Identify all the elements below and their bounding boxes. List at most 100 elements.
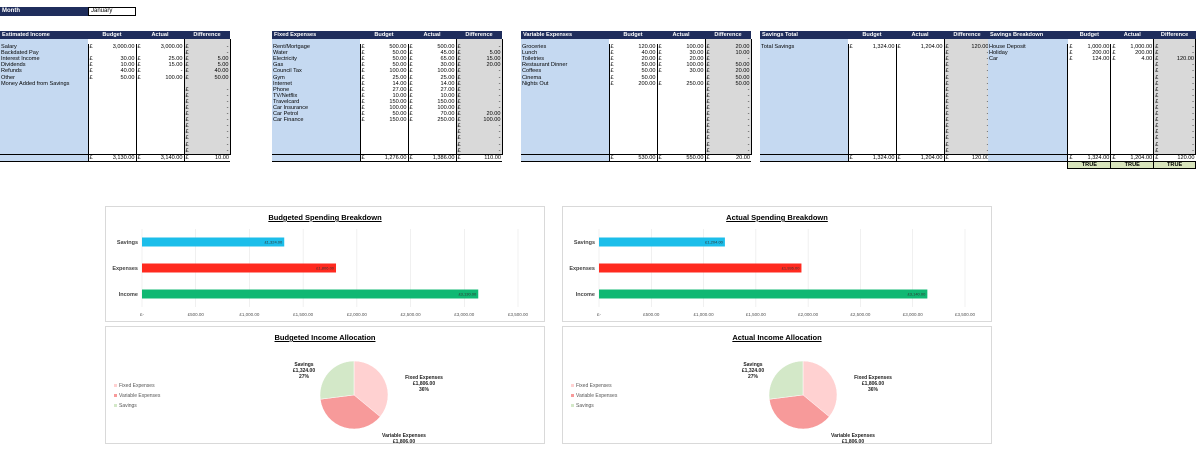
- cell[interactable]: £5.00: [183, 62, 231, 69]
- cell[interactable]: [895, 92, 944, 99]
- cell[interactable]: £-: [183, 129, 231, 136]
- cell[interactable]: £5.00: [455, 50, 503, 57]
- cell[interactable]: [359, 123, 408, 130]
- cell[interactable]: [135, 141, 184, 148]
- cell[interactable]: [608, 98, 657, 105]
- cell[interactable]: [847, 135, 896, 142]
- cell[interactable]: £-: [1153, 80, 1196, 87]
- cell[interactable]: £50.00: [359, 50, 408, 57]
- cell[interactable]: [656, 104, 705, 112]
- row-label[interactable]: Refunds: [0, 68, 88, 75]
- cell[interactable]: £10.00: [359, 92, 408, 99]
- cell[interactable]: [1110, 92, 1154, 99]
- cell[interactable]: [359, 147, 408, 155]
- cell[interactable]: £50.00: [704, 62, 752, 69]
- cell[interactable]: [87, 86, 136, 93]
- cell[interactable]: [895, 129, 944, 136]
- cell[interactable]: £15.00: [135, 62, 184, 69]
- cell[interactable]: £550.00: [656, 153, 705, 162]
- cell[interactable]: £120.00: [1153, 153, 1196, 162]
- cell[interactable]: £20.00: [704, 44, 752, 51]
- cell[interactable]: £-: [1153, 62, 1196, 69]
- row-label[interactable]: [988, 68, 1068, 75]
- cell[interactable]: £100.00: [135, 74, 184, 81]
- row-label[interactable]: Dividends: [0, 62, 88, 69]
- cell[interactable]: [1067, 129, 1111, 136]
- row-label[interactable]: [0, 86, 88, 93]
- cell[interactable]: [359, 135, 408, 142]
- cell[interactable]: £-: [183, 50, 231, 57]
- cell[interactable]: £1,204.00: [1110, 153, 1154, 162]
- cell[interactable]: [895, 86, 944, 93]
- row-label[interactable]: Holiday: [988, 50, 1068, 57]
- cell[interactable]: £30.00: [656, 68, 705, 75]
- cell[interactable]: £-: [183, 44, 231, 51]
- row-label[interactable]: [760, 62, 848, 69]
- cell[interactable]: £3,000.00: [135, 44, 184, 51]
- cell[interactable]: [1067, 74, 1111, 81]
- row-label[interactable]: [988, 86, 1068, 93]
- cell[interactable]: £50.00: [359, 111, 408, 118]
- cell[interactable]: [608, 92, 657, 99]
- cell[interactable]: £-: [1153, 123, 1196, 130]
- row-label[interactable]: [760, 86, 848, 93]
- cell[interactable]: [135, 80, 184, 87]
- cell[interactable]: £27.00: [407, 86, 456, 93]
- row-label[interactable]: Council Tax: [272, 68, 360, 75]
- cell[interactable]: [847, 56, 896, 63]
- cell[interactable]: £500.00: [359, 44, 408, 51]
- row-label[interactable]: [760, 123, 848, 130]
- row-label[interactable]: [988, 117, 1068, 124]
- cell[interactable]: [87, 80, 136, 87]
- row-label[interactable]: [0, 141, 88, 148]
- cell[interactable]: [847, 86, 896, 93]
- row-label[interactable]: [760, 92, 848, 99]
- cell[interactable]: £50.00: [608, 62, 657, 69]
- cell[interactable]: £50.00: [87, 74, 136, 81]
- cell[interactable]: £50.00: [704, 74, 752, 81]
- cell[interactable]: [847, 141, 896, 148]
- cell[interactable]: [183, 80, 231, 87]
- cell[interactable]: [407, 123, 456, 130]
- cell[interactable]: £-: [455, 129, 503, 136]
- cell[interactable]: £-: [704, 123, 752, 130]
- row-label[interactable]: [0, 98, 88, 105]
- cell[interactable]: [895, 74, 944, 81]
- row-label[interactable]: Gas: [272, 62, 360, 69]
- row-label[interactable]: [760, 135, 848, 142]
- cell[interactable]: £-: [455, 86, 503, 93]
- cell[interactable]: [135, 104, 184, 112]
- cell[interactable]: £40.00: [608, 50, 657, 57]
- cell[interactable]: [895, 135, 944, 142]
- row-label[interactable]: Phone: [272, 86, 360, 93]
- cell[interactable]: [847, 50, 896, 57]
- cell[interactable]: [1110, 62, 1154, 69]
- cell[interactable]: [1110, 111, 1154, 118]
- cell[interactable]: [87, 129, 136, 136]
- cell[interactable]: £1,000.00: [1067, 44, 1111, 51]
- cell[interactable]: £-: [1153, 141, 1196, 148]
- row-label[interactable]: Car Petrol: [272, 111, 360, 118]
- cell[interactable]: [135, 86, 184, 93]
- cell[interactable]: £-: [183, 117, 231, 124]
- cell[interactable]: £-: [1153, 74, 1196, 81]
- cell[interactable]: £-: [183, 104, 231, 112]
- cell[interactable]: £-: [183, 92, 231, 99]
- row-label[interactable]: [988, 141, 1068, 148]
- cell[interactable]: £-: [455, 98, 503, 105]
- cell[interactable]: [656, 147, 705, 155]
- row-label[interactable]: [760, 117, 848, 124]
- cell[interactable]: [847, 111, 896, 118]
- cell[interactable]: £-: [704, 117, 752, 124]
- cell[interactable]: £-: [704, 129, 752, 136]
- row-label[interactable]: [272, 141, 360, 148]
- cell[interactable]: [135, 129, 184, 136]
- row-label[interactable]: [0, 135, 88, 142]
- cell[interactable]: [656, 117, 705, 124]
- cell[interactable]: £250.00: [656, 80, 705, 87]
- cell[interactable]: [87, 50, 136, 57]
- row-label[interactable]: Interest Income: [0, 56, 88, 63]
- cell[interactable]: [1110, 141, 1154, 148]
- row-label[interactable]: Backdated Pay: [0, 50, 88, 57]
- cell[interactable]: £30.00: [407, 62, 456, 69]
